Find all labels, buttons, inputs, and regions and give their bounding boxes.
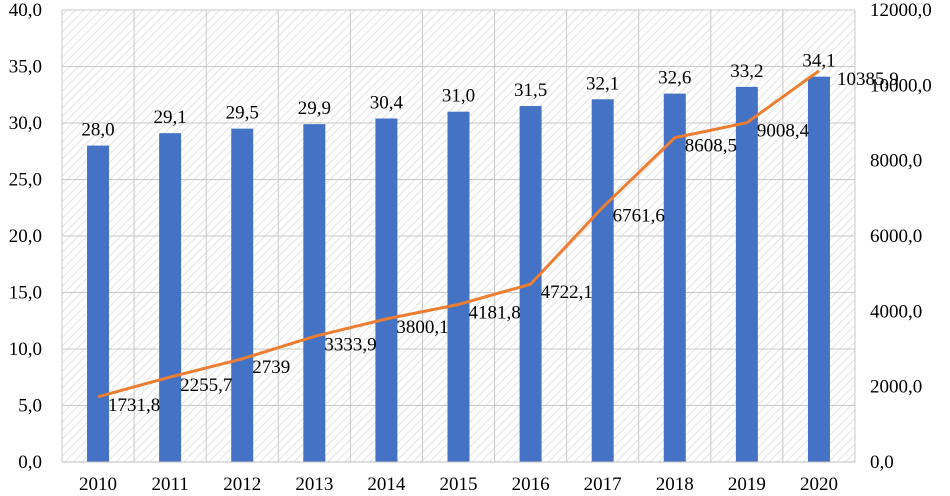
- x-tick-label: 2014: [367, 474, 406, 495]
- y-left-tick-label: 35,0: [9, 57, 42, 78]
- y-left-tick-label: 5,0: [18, 396, 42, 417]
- x-tick-label: 2016: [512, 474, 550, 495]
- x-tick-label: 2011: [151, 474, 188, 495]
- bar-data-label: 29,5: [226, 103, 259, 124]
- x-tick-label: 2017: [584, 474, 622, 495]
- y-right-tick-label: 2000,0: [870, 377, 922, 398]
- line-data-label: 9008,4: [757, 121, 810, 142]
- line-data-label: 3333,9: [324, 334, 376, 355]
- x-tick-label: 2010: [79, 474, 117, 495]
- bar-data-label: 33,2: [730, 61, 763, 82]
- y-right-tick-label: 10000,0: [870, 75, 932, 96]
- y-left-tick-label: 10,0: [9, 339, 42, 360]
- x-tick-label: 2019: [728, 474, 766, 495]
- y-left-tick-label: 20,0: [9, 226, 42, 247]
- bar: [87, 145, 110, 462]
- line-data-label: 8608,5: [685, 136, 737, 157]
- y-right-tick-label: 6000,0: [870, 226, 922, 247]
- y-right-tick-label: 4000,0: [870, 301, 922, 322]
- y-right-tick-label: 0,0: [870, 452, 894, 473]
- bar-data-label: 30,4: [370, 92, 404, 113]
- line-data-label: 6761,6: [613, 205, 665, 226]
- line-path: [97, 69, 820, 399]
- line-data-label: 2255,7: [180, 375, 232, 396]
- y-left-tick-label: 40,0: [9, 0, 42, 21]
- x-tick-label: 2020: [800, 474, 838, 495]
- bar-data-label: 29,1: [154, 107, 187, 128]
- bar: [807, 76, 830, 463]
- bar-data-label: 28,0: [81, 120, 114, 141]
- bar-data-label: 32,6: [658, 68, 691, 89]
- bar-data-label: 31,0: [442, 86, 475, 107]
- bar: [159, 133, 182, 463]
- y-left-tick-label: 0,0: [18, 452, 42, 473]
- line-data-label: 10385,9: [837, 69, 899, 90]
- line-data-label: 4722,1: [541, 282, 593, 303]
- bar: [231, 128, 254, 462]
- y-right-tick-label: 12000,0: [870, 0, 932, 21]
- y-right-tick-label: 8000,0: [870, 151, 922, 172]
- bar-series: [87, 76, 830, 463]
- x-tick-label: 2013: [295, 474, 333, 495]
- bar-data-label: 31,5: [514, 80, 547, 101]
- bar: [375, 118, 398, 462]
- bar: [447, 111, 470, 462]
- line-data-label: 2739: [252, 357, 290, 378]
- bar: [591, 99, 614, 463]
- axes: 0,0 5,0 10,0 15,0 20,0 25,0 30,0 35,0 40,0 0,0 200…: [9, 0, 932, 495]
- line-series: [97, 69, 820, 399]
- line-data-label: 1731,8: [108, 395, 160, 416]
- y-left-tick-label: 30,0: [9, 113, 42, 134]
- bar-data-label: 29,9: [298, 98, 331, 119]
- x-tick-label: 2012: [223, 474, 261, 495]
- data-labels: 28,0 29,1 29,5 29,9 30,4 31,0 31,5 32,1 32,6 33,2…: [81, 51, 898, 416]
- bar: [663, 93, 686, 463]
- bar: [735, 86, 758, 462]
- bar: [303, 124, 326, 462]
- bar-data-label: 34,1: [802, 51, 835, 72]
- y-left-tick-label: 15,0: [9, 283, 42, 304]
- line-data-label: 4181,8: [469, 302, 521, 323]
- line-data-label: 3800,1: [396, 317, 448, 338]
- x-tick-label: 2018: [656, 474, 694, 495]
- y-left-tick-label: 25,0: [9, 170, 42, 191]
- x-tick-label: 2015: [440, 474, 478, 495]
- bar-data-label: 32,1: [586, 73, 619, 94]
